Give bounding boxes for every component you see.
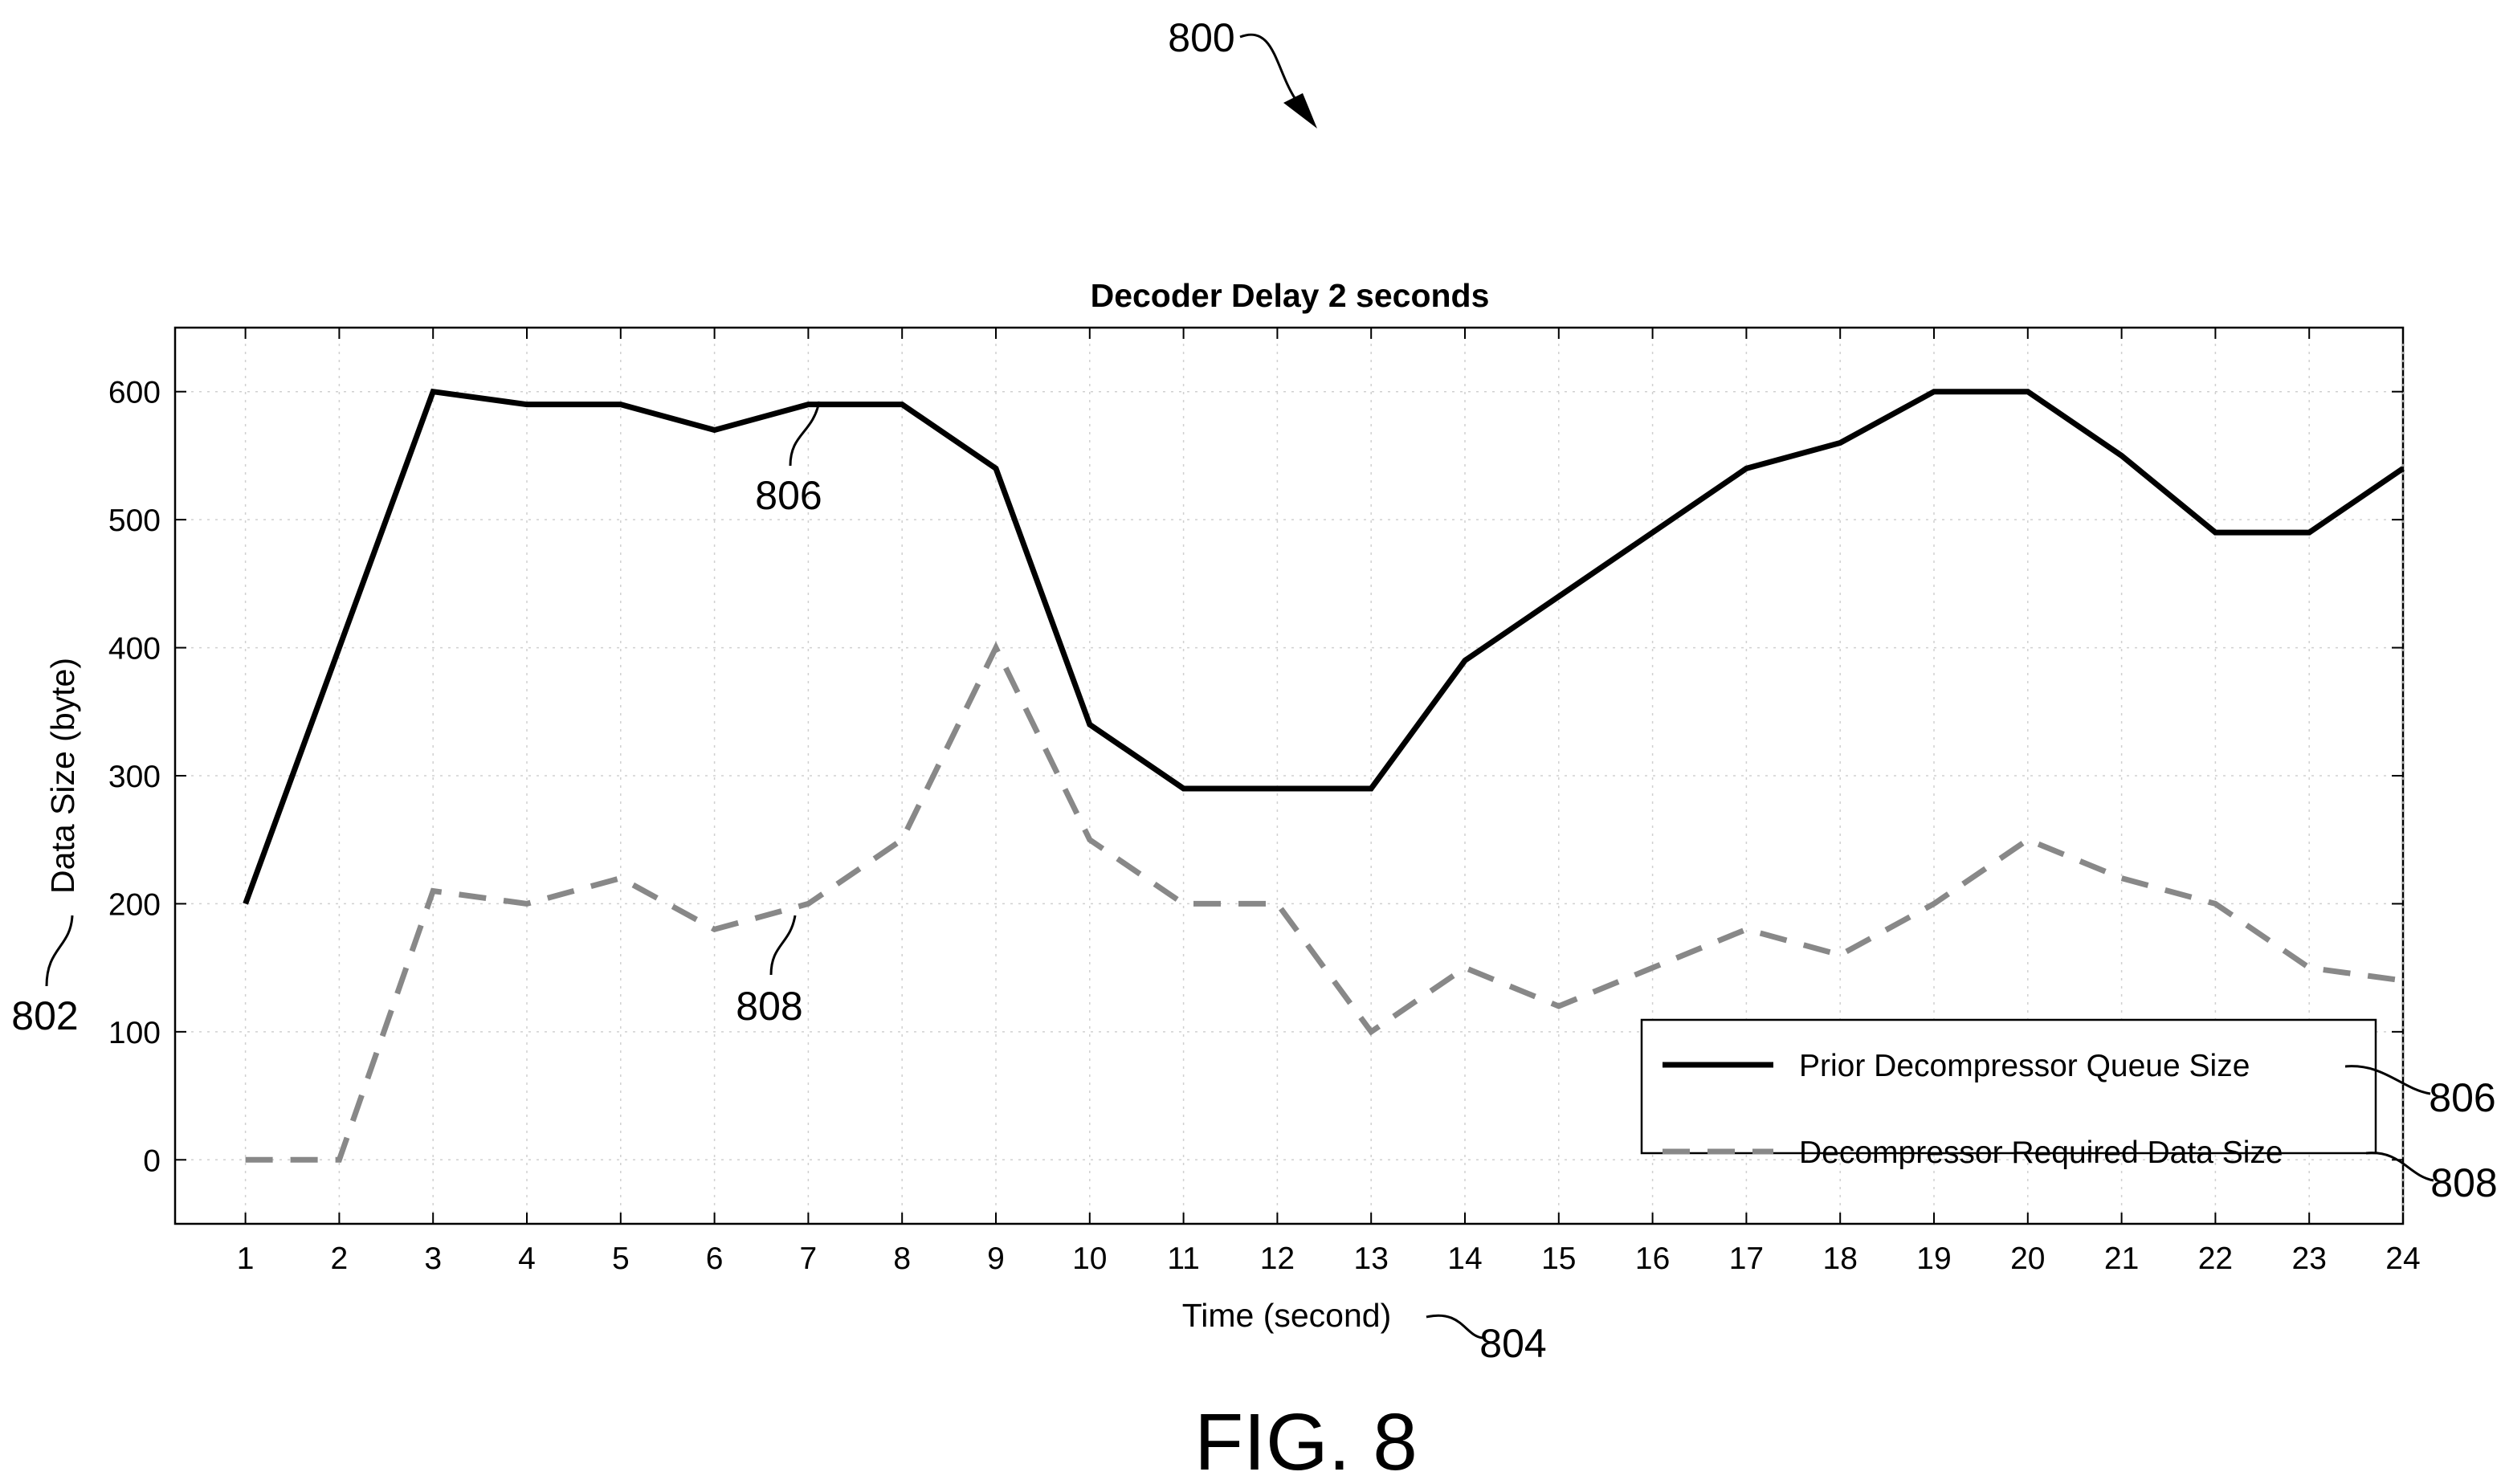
y-tick-label: 400 <box>108 632 161 667</box>
figure-reference-arrow <box>1239 33 1296 99</box>
x-tick-label: 9 <box>987 1241 1005 1276</box>
x-tick-label: 11 <box>1167 1241 1200 1276</box>
figure-reference-numeral: 800 <box>1168 15 1234 60</box>
x-tick-label: 12 <box>1260 1241 1295 1276</box>
legend-label-required: Decompressor Required Data Size <box>1799 1135 2283 1170</box>
x-tick-label: 19 <box>1916 1241 1951 1276</box>
x-tick-label: 18 <box>1823 1241 1858 1276</box>
x-axis-reference-numeral: 804 <box>1479 1321 1546 1366</box>
required-line-reference-numeral: 808 <box>736 984 802 1029</box>
x-tick-label: 22 <box>2198 1241 2233 1276</box>
required-line-reference-leader <box>769 915 797 976</box>
series-line-queue-size <box>243 388 2405 905</box>
y-tick-label: 100 <box>108 1016 161 1050</box>
figure-reference-arrowhead <box>1283 93 1317 128</box>
x-tick-label: 6 <box>706 1241 724 1276</box>
chart-title: Decoder Delay 2 seconds <box>1091 277 1490 314</box>
queue-line-reference-leader <box>789 401 821 467</box>
queue-line-reference-numeral: 806 <box>755 473 822 518</box>
y-tick-label: 500 <box>108 503 161 538</box>
y-tick-label: 600 <box>108 376 161 410</box>
x-tick-label: 23 <box>2292 1241 2327 1276</box>
legend-queue-reference-numeral: 806 <box>2429 1075 2495 1120</box>
x-tick-label: 10 <box>1072 1241 1107 1276</box>
series-line-required-data-size <box>245 641 2404 1163</box>
x-tick-label: 8 <box>893 1241 911 1276</box>
x-tick-label: 24 <box>2385 1241 2420 1276</box>
y-tick-label: 0 <box>143 1144 161 1178</box>
x-tick-label: 17 <box>1729 1241 1764 1276</box>
x-tick-label: 15 <box>1541 1241 1576 1276</box>
x-tick-label: 21 <box>2104 1241 2139 1276</box>
y-axis-label: Data Size (byte) <box>44 658 81 894</box>
x-tick-label: 20 <box>2010 1241 2045 1276</box>
x-tick-label: 4 <box>518 1241 536 1276</box>
x-tick-label: 13 <box>1354 1241 1389 1276</box>
x-axis-label: Time (second) <box>1182 1297 1392 1334</box>
x-tick-label: 5 <box>612 1241 630 1276</box>
figure-number-label: FIG. 8 <box>1194 1397 1418 1484</box>
legend-required-reference-leader <box>2365 1152 2434 1182</box>
legend-required-reference-numeral: 808 <box>2430 1160 2497 1205</box>
y-axis-reference-leader <box>45 915 74 987</box>
y-axis-reference-numeral: 802 <box>11 993 78 1038</box>
x-tick-label: 1 <box>237 1241 255 1276</box>
legend-label-queue: Prior Decompressor Queue Size <box>1799 1049 2250 1083</box>
x-tick-label: 14 <box>1447 1241 1482 1276</box>
series-layer <box>243 388 2405 1163</box>
y-tick-label: 200 <box>108 887 161 922</box>
x-tick-label: 7 <box>800 1241 818 1276</box>
legend-box <box>1640 1018 2377 1155</box>
legend: Prior Decompressor Queue Size Decompress… <box>1640 1018 2377 1170</box>
x-axis-reference-leader <box>1426 1314 1483 1339</box>
y-tick-label: 300 <box>108 760 161 794</box>
legend-queue-reference-leader <box>2344 1065 2431 1095</box>
tick-layer: 1 2 3 4 5 6 7 8 9 10 11 12 13 14 15 16 17 18 19 20 21 22 23 240… <box>108 328 2421 1276</box>
x-tick-label: 3 <box>424 1241 442 1276</box>
x-tick-label: 2 <box>331 1241 349 1276</box>
x-tick-label: 16 <box>1635 1241 1670 1276</box>
